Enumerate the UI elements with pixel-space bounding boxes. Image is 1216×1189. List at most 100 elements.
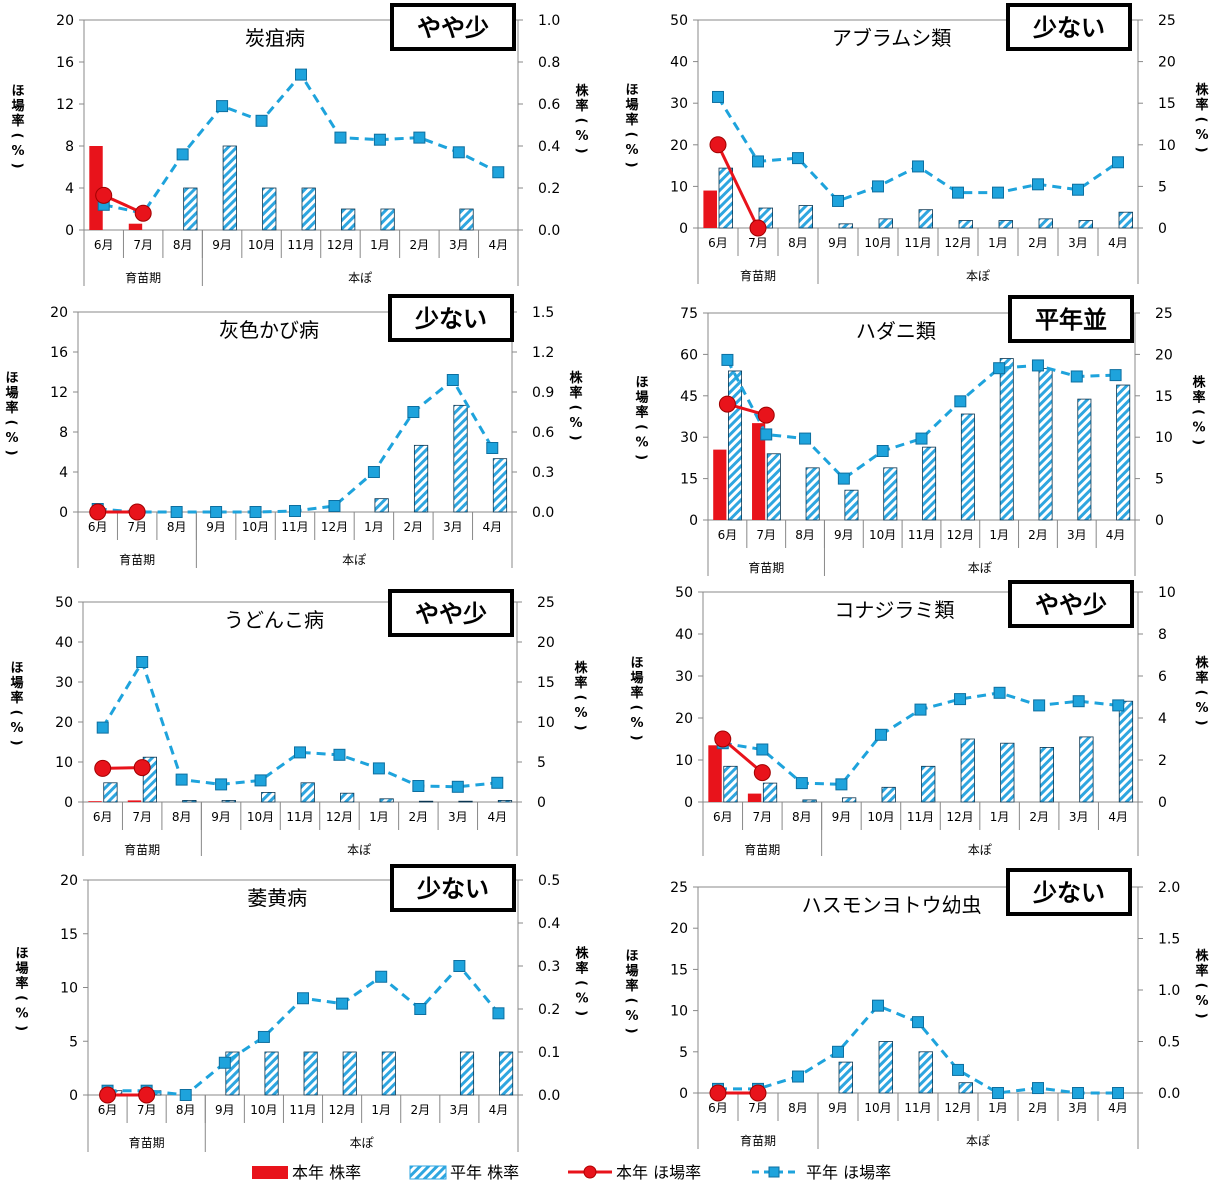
category-label: 7月 — [748, 236, 768, 250]
average-field-rate-marker — [255, 114, 268, 127]
average-field-rate-marker — [799, 432, 812, 445]
left-axis-label: ほ場率 (%) — [14, 947, 29, 1032]
left-tick-label: 50 — [670, 13, 688, 29]
axis-label-char: 場 — [15, 961, 28, 977]
axis-label-char: ) — [10, 163, 25, 169]
average-field-rate-marker — [176, 148, 189, 161]
left-tick-label: 10 — [670, 179, 688, 195]
average-field-rate-marker — [792, 152, 804, 165]
average-field-rate-marker — [912, 160, 924, 173]
average-field-rate-marker — [832, 1045, 844, 1058]
average-rate-bar — [718, 167, 734, 229]
category-label: 12月 — [327, 238, 354, 252]
axis-label-char: ) — [624, 162, 639, 168]
category-label: 11月 — [289, 1103, 316, 1117]
average-field-rate-marker — [1072, 1087, 1084, 1099]
plot-area — [87, 879, 519, 1096]
right-tick-label: 15 — [1155, 389, 1173, 405]
average-field-rate-marker — [721, 353, 734, 366]
status-badge-label: 少ない — [416, 875, 489, 903]
right-axis-label: 株率 (%) — [1191, 375, 1207, 446]
status-badge — [1008, 580, 1134, 628]
axis-label-char: ) — [573, 725, 588, 731]
category-label: 11月 — [904, 236, 931, 250]
left-tick-label: 40 — [670, 55, 688, 71]
category-label: 3月 — [449, 238, 469, 252]
average-rate-bar — [418, 800, 434, 803]
axis-label-char: 株 — [1195, 655, 1209, 671]
category-label: 3月 — [1068, 1101, 1088, 1115]
category-label: 2月 — [1029, 810, 1049, 824]
category-label: 2月 — [404, 520, 424, 534]
axis-label-char: ) — [1194, 1013, 1209, 1019]
left-tick-label: 0 — [64, 795, 73, 811]
left-tick-label: 60 — [680, 347, 698, 363]
current-field-rate-marker — [714, 730, 732, 748]
average-field-rate-marker — [294, 746, 306, 759]
average-field-rate-marker — [1112, 156, 1124, 169]
current-field-rate-marker — [709, 136, 727, 154]
current-field-rate-marker — [138, 1086, 156, 1104]
left-tick-label: 4 — [65, 181, 74, 197]
current-field-rate-marker — [709, 1084, 727, 1102]
chart-panel-7: 0 5 10 15 20 0.0 0.1 0.2 0.3 0.4 0.5 育苗期 本ぽ 6月 7月 8月 9月 1… — [14, 864, 589, 1152]
average-rate-bar — [1077, 398, 1092, 521]
right-axis-label: 株率 (%) — [573, 660, 589, 731]
status-badge-label: やや少 — [415, 600, 487, 628]
right-tick-label: 0 — [1155, 513, 1164, 529]
right-axis-label: 株率 (%) — [1194, 948, 1210, 1019]
left-tick-label: 15 — [670, 962, 688, 978]
average-rate-bar — [264, 1051, 279, 1096]
left-axis-label: ほ場率 (%) — [629, 656, 644, 741]
status-badge-label: 平年並 — [1035, 306, 1107, 334]
average-field-rate-marker — [835, 778, 848, 791]
average-field-rate-marker — [136, 656, 149, 668]
axis-label-char: ) — [1191, 439, 1206, 445]
axis-label-char: ほ — [5, 371, 18, 386]
category-label: 1月 — [364, 520, 384, 534]
plot-area — [77, 311, 513, 513]
left-tick-label: 15 — [680, 472, 698, 488]
left-tick-label: 4 — [59, 465, 68, 481]
category-label: 10月 — [869, 528, 896, 542]
left-tick-label: 16 — [56, 55, 74, 71]
axis-label-char: ) — [629, 735, 644, 741]
category-label: 9月 — [211, 810, 231, 824]
legend-item-red-line: 本年 ほ場率 — [568, 1163, 701, 1182]
average-field-rate-marker — [1112, 1087, 1124, 1099]
right-tick-label: 0.5 — [538, 873, 560, 889]
axis-label-char: 株 — [569, 370, 583, 386]
average-rate-bar — [103, 782, 118, 803]
average-rate-bar — [374, 498, 389, 513]
category-label: 8月 — [792, 810, 812, 824]
current-field-rate-marker — [89, 503, 107, 521]
group-label: 育苗期 — [744, 842, 780, 857]
axis-label-char: ) — [568, 435, 583, 441]
current-field-rate-marker — [718, 395, 736, 413]
average-field-rate-marker — [407, 406, 420, 418]
axis-label-char: 率 — [1192, 390, 1205, 406]
axis-label-char: % — [635, 436, 648, 451]
average-field-rate-marker — [373, 133, 386, 146]
legend-label: 平年 ほ場率 — [806, 1163, 891, 1182]
current-field-rate-marker — [757, 406, 775, 424]
left-tick-label: 20 — [670, 921, 688, 937]
average-field-rate-marker — [413, 131, 426, 144]
category-label: 12月 — [326, 810, 353, 824]
average-field-rate-marker — [375, 970, 388, 983]
average-rate-bar — [998, 220, 1014, 229]
current-field-rate-marker — [753, 764, 771, 782]
right-tick-label: 5 — [1155, 472, 1164, 488]
category-label: 10月 — [864, 236, 891, 250]
category-label: 7月 — [133, 238, 153, 252]
axis-label-char: 場 — [630, 670, 643, 686]
average-rate-bar — [842, 797, 857, 803]
axis-label-char: % — [574, 706, 587, 721]
average-rate-bar — [1079, 736, 1094, 803]
current-field-rate-marker — [95, 186, 113, 204]
right-tick-label: 0.4 — [538, 139, 560, 155]
right-tick-label: 1.0 — [1158, 983, 1180, 999]
average-field-rate-marker — [1032, 178, 1044, 191]
axis-label-char: 株 — [575, 946, 589, 962]
average-field-rate-marker — [792, 1070, 804, 1083]
